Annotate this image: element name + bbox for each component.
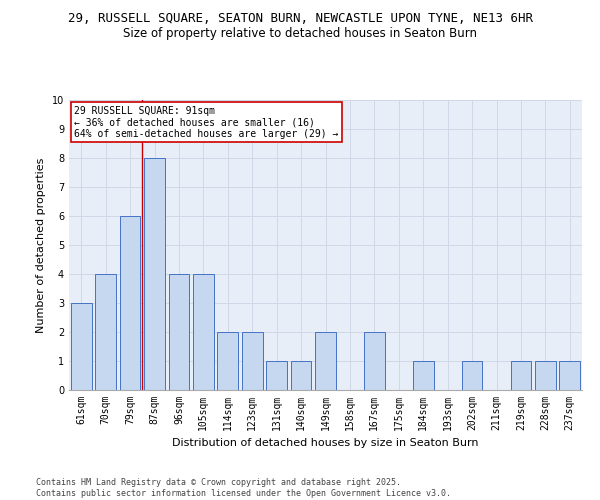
Bar xyxy=(364,332,385,390)
X-axis label: Distribution of detached houses by size in Seaton Burn: Distribution of detached houses by size … xyxy=(172,438,479,448)
Text: Contains HM Land Registry data © Crown copyright and database right 2025.
Contai: Contains HM Land Registry data © Crown c… xyxy=(36,478,451,498)
Bar xyxy=(169,274,190,390)
Text: 29 RUSSELL SQUARE: 91sqm
← 36% of detached houses are smaller (16)
64% of semi-d: 29 RUSSELL SQUARE: 91sqm ← 36% of detach… xyxy=(74,106,338,139)
Text: Size of property relative to detached houses in Seaton Burn: Size of property relative to detached ho… xyxy=(123,28,477,40)
Bar xyxy=(217,332,238,390)
Y-axis label: Number of detached properties: Number of detached properties xyxy=(37,158,46,332)
Bar xyxy=(290,361,311,390)
Bar xyxy=(559,361,580,390)
Bar xyxy=(535,361,556,390)
Bar xyxy=(71,303,92,390)
Bar xyxy=(119,216,140,390)
Bar xyxy=(511,361,532,390)
Bar xyxy=(315,332,336,390)
Text: 29, RUSSELL SQUARE, SEATON BURN, NEWCASTLE UPON TYNE, NE13 6HR: 29, RUSSELL SQUARE, SEATON BURN, NEWCAST… xyxy=(67,12,533,26)
Bar xyxy=(144,158,165,390)
Bar xyxy=(95,274,116,390)
Bar xyxy=(413,361,434,390)
Bar xyxy=(461,361,482,390)
Bar xyxy=(193,274,214,390)
Bar xyxy=(266,361,287,390)
Bar xyxy=(242,332,263,390)
